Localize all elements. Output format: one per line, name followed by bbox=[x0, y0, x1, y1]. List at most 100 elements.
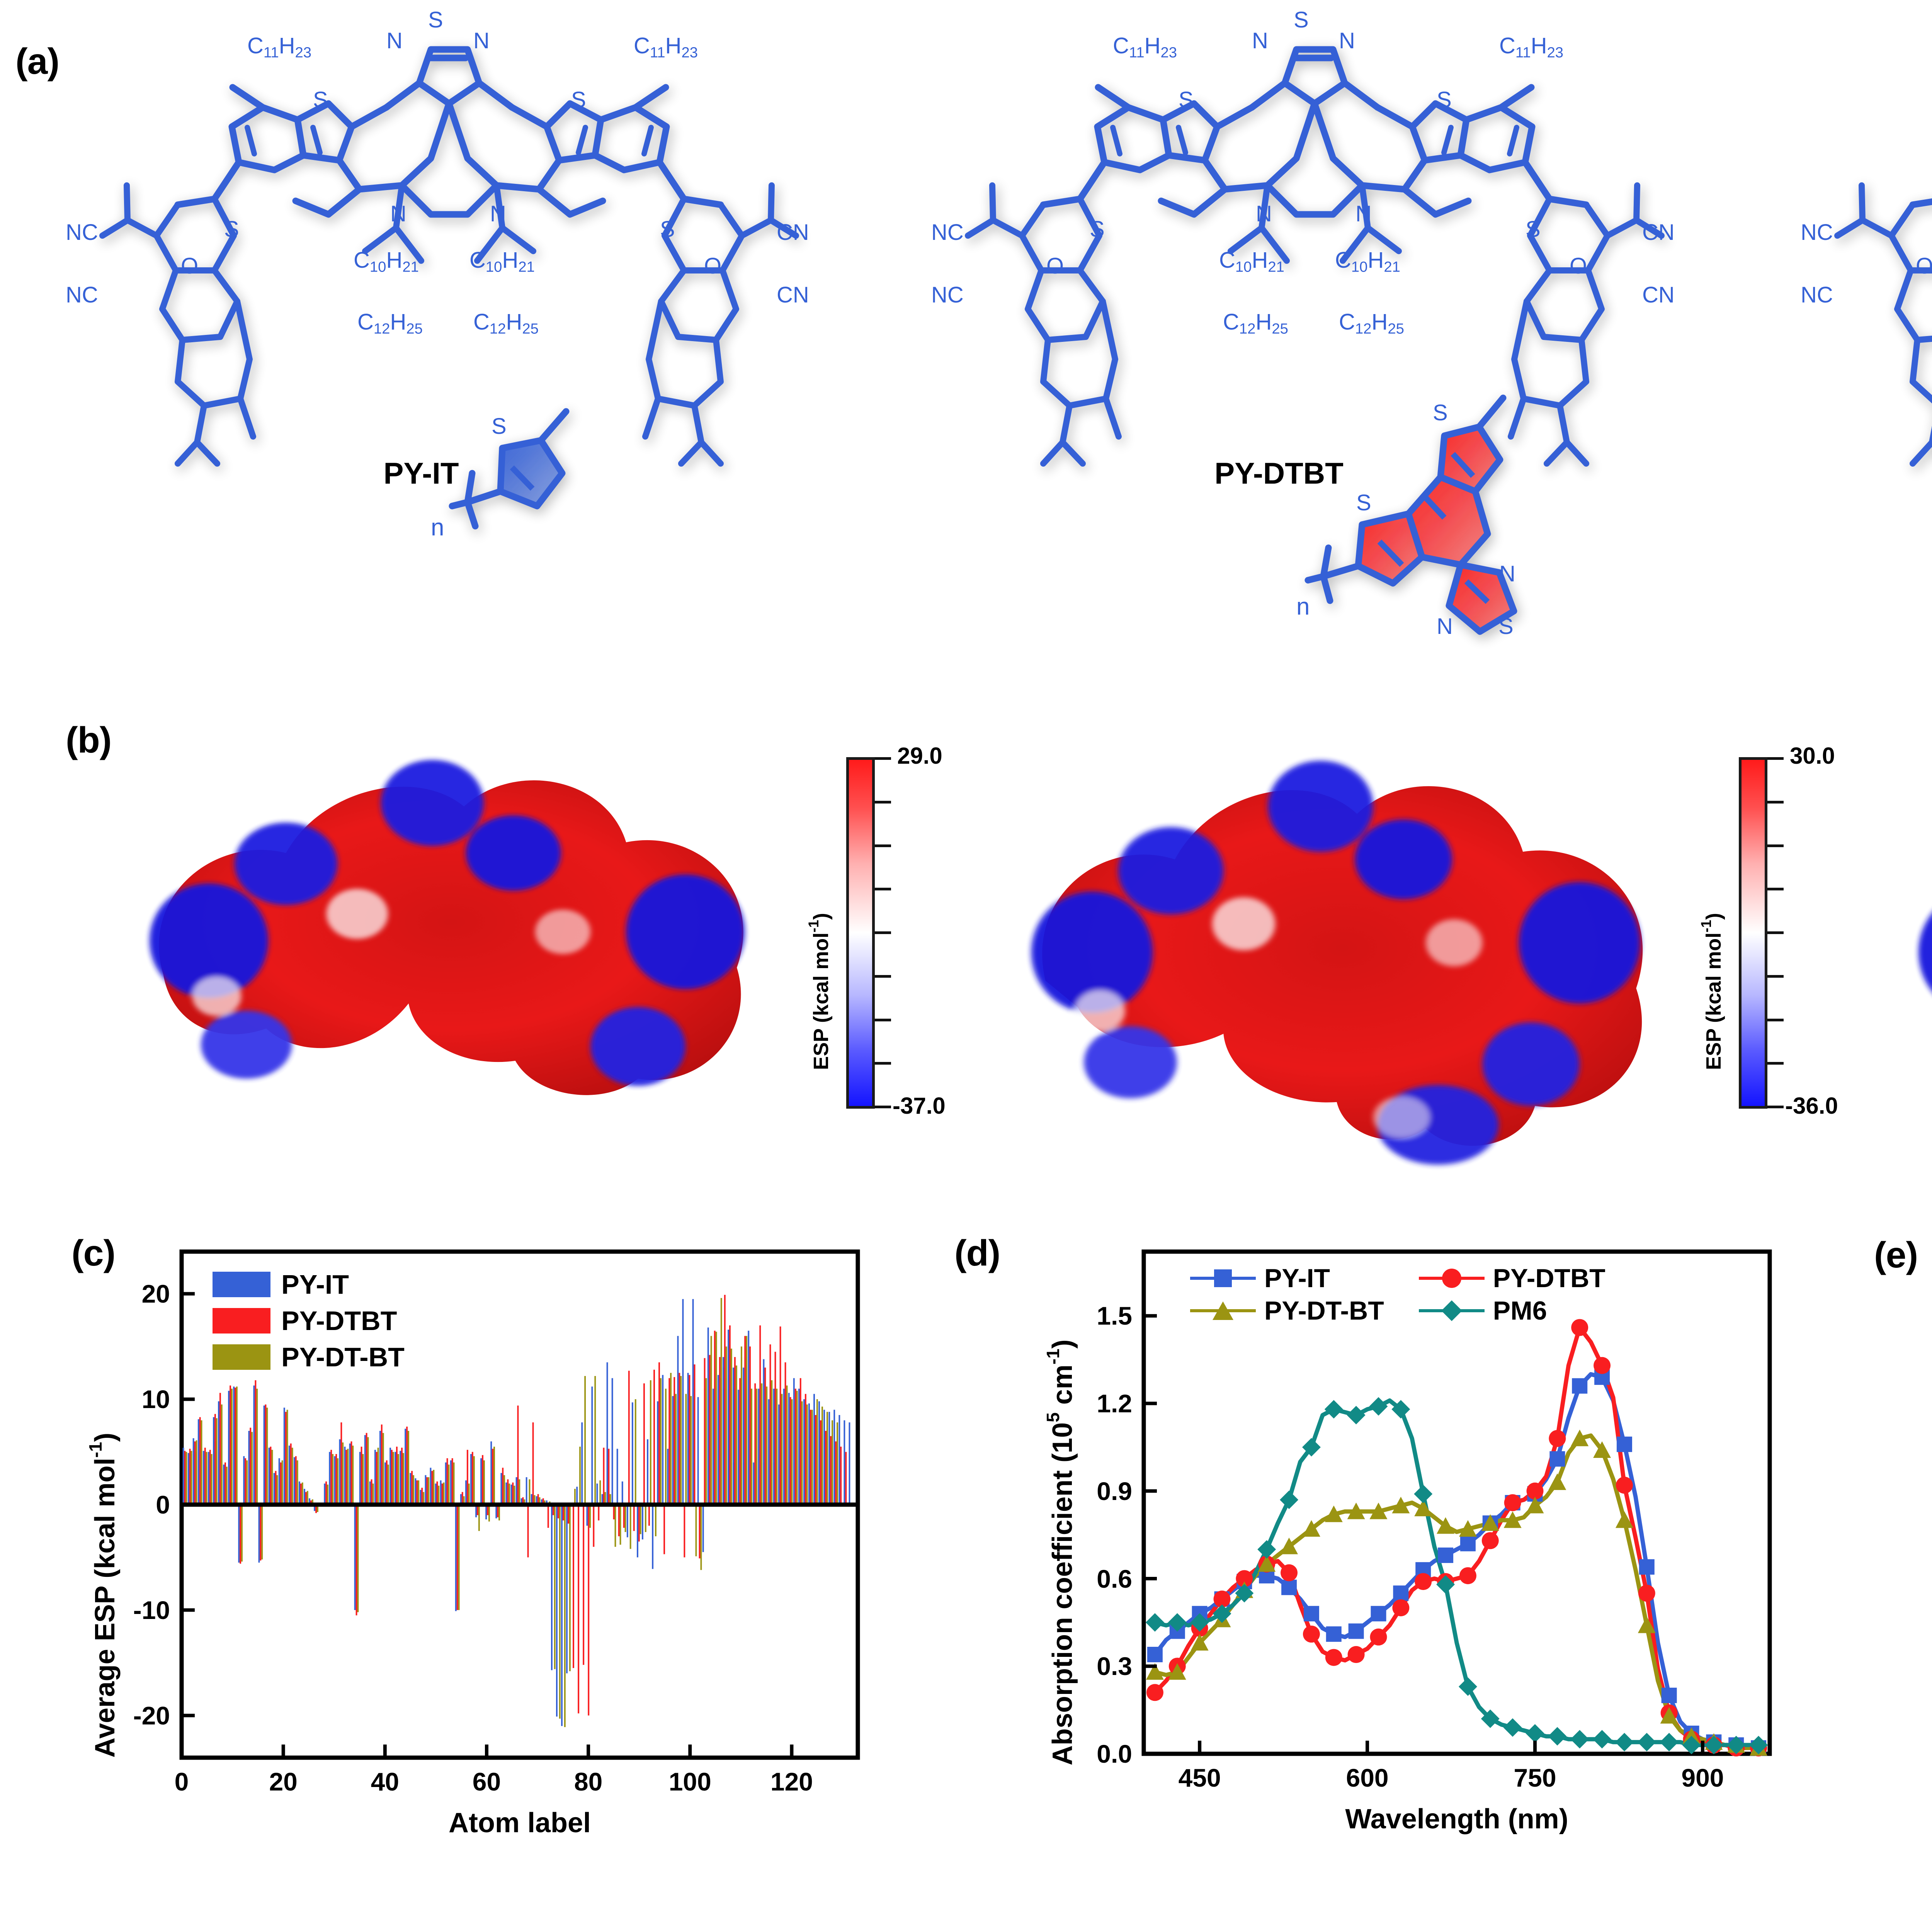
nitrogen-label-btz-right-1: N bbox=[1339, 28, 1355, 53]
sulfur-label-btz-1: S bbox=[1294, 7, 1309, 32]
legend-label-PM6: PM6 bbox=[1493, 1296, 1547, 1325]
panel-d-xtick-750: 750 bbox=[1514, 1763, 1556, 1792]
alkyl-label-c10h21-left-0: C10H21 bbox=[354, 248, 419, 275]
nitrogen-label-btz-unit-right-1: N bbox=[1499, 561, 1515, 586]
panel-letter-e: (e) bbox=[1874, 1235, 1918, 1276]
sulfur-label-outer-right-1: S bbox=[1526, 217, 1541, 242]
sulfur-label-outer-right-0: S bbox=[660, 217, 675, 242]
panel-d-legend-item-PY-DTBT: PY-DTBT bbox=[1418, 1263, 1605, 1293]
repeat-unit-label-n-0: n bbox=[431, 514, 444, 541]
panel-c-xtick-100: 100 bbox=[668, 1767, 711, 1796]
alkyl-label-c11h23-left-0: C11H23 bbox=[247, 33, 312, 61]
carbonyl-label-o-left-2: O bbox=[1916, 253, 1932, 279]
panel-c-legend-item-PY-DT-BT: PY-DT-BT bbox=[213, 1342, 405, 1373]
panel-c-xtick-20: 20 bbox=[269, 1767, 298, 1796]
sulfur-label-btz-0: S bbox=[428, 7, 443, 32]
panel-c-xtick-80: 80 bbox=[574, 1767, 603, 1796]
esp-colorbar-min-PY-IT: -37.0 bbox=[893, 1093, 946, 1119]
sulfur-label-core-left-1: S bbox=[1179, 87, 1194, 112]
alkyl-label-c12h25-left-1: C12H25 bbox=[1223, 309, 1288, 337]
esp-surface-undefined bbox=[1918, 913, 1932, 991]
panel-d-legend-item-PM6: PM6 bbox=[1418, 1296, 1605, 1326]
esp-colorbar-PY-IT bbox=[846, 757, 875, 1109]
nitrile-label-nc-lower-left-1: NC bbox=[931, 282, 964, 307]
esp-colorbar-ticks-PY-DTBT bbox=[1767, 757, 1784, 1109]
molecule-name-PY-IT: PY-IT bbox=[383, 456, 459, 490]
repeat-unit-label-n-1: n bbox=[1296, 593, 1310, 620]
nitrogen-label-pyrrole-left-0: N bbox=[390, 201, 406, 226]
panel-letter-c: (c) bbox=[71, 1233, 116, 1274]
panel-c-ytick--20: -20 bbox=[133, 1701, 170, 1730]
nitrogen-label-pyrrole-right-1: N bbox=[1355, 201, 1372, 226]
alkyl-label-c12h25-left-0: C12H25 bbox=[357, 309, 423, 337]
legend-label-PY-DTBT: PY-DTBT bbox=[1493, 1264, 1605, 1293]
carbonyl-label-o-right-0: O bbox=[704, 253, 722, 279]
panel-d-legend-item-PY-IT: PY-IT bbox=[1190, 1263, 1384, 1293]
panel-d-ytick-0.6: 0.6 bbox=[1097, 1564, 1132, 1593]
legend-label-PY-DT-BT: PY-DT-BT bbox=[1264, 1296, 1384, 1325]
legend-marker-PY-DTBT bbox=[1418, 1269, 1485, 1288]
panel-d-xtick-450: 450 bbox=[1178, 1763, 1221, 1792]
legend-label-PY-IT: PY-IT bbox=[1264, 1264, 1330, 1293]
nitrile-label-nc-lower-left-0: NC bbox=[66, 282, 98, 307]
legend-marker-PM6 bbox=[1418, 1300, 1485, 1321]
nitrile-label-cn-upper-right-0: CN bbox=[777, 220, 809, 245]
nitrile-label-nc-lower-left-2: NC bbox=[1801, 282, 1833, 307]
alkyl-label-c12h25-right-1: C12H25 bbox=[1339, 309, 1404, 337]
panel-d-xtick-900: 900 bbox=[1681, 1763, 1724, 1792]
panel-c-legend: PY-IT PY-DTBT PY-DT-BT bbox=[213, 1269, 405, 1378]
alkyl-label-c11h23-left-1: C11H23 bbox=[1113, 33, 1177, 61]
panel-c-ytick--10: -10 bbox=[133, 1595, 170, 1624]
nitrile-label-cn-lower-right-1: CN bbox=[1642, 282, 1675, 307]
panel-c-ytick-0: 0 bbox=[156, 1490, 170, 1519]
carbonyl-label-o-left-0: O bbox=[181, 253, 199, 279]
panel-d-legend: PY-IT PY-DTBT PY-DT-BT PM6 bbox=[1190, 1263, 1605, 1326]
esp-colorbar-ticks-PY-IT bbox=[875, 757, 891, 1109]
panel-d-plot bbox=[1141, 1249, 1772, 1757]
sulfur-label-outer-left-1: S bbox=[1090, 217, 1105, 242]
panel-c-xtick-40: 40 bbox=[371, 1767, 400, 1796]
esp-colorbar-max-PY-DTBT: 30.0 bbox=[1790, 743, 1835, 769]
nitrogen-label-btz-left-1: N bbox=[1252, 28, 1268, 53]
panel-d-xaxis-title: Wavelength (nm) bbox=[1345, 1804, 1568, 1835]
sulfur-label-core-right-1: S bbox=[1437, 87, 1452, 112]
panel-letter-a: (a) bbox=[15, 41, 60, 82]
alkyl-label-c11h23-right-0: C11H23 bbox=[634, 33, 698, 61]
sulfur-label-btz-unit-1: S bbox=[1498, 614, 1514, 639]
panel-d-xtick-600: 600 bbox=[1346, 1763, 1389, 1792]
panel-c-ytick-20: 20 bbox=[141, 1279, 170, 1308]
esp-surface-undefined bbox=[150, 760, 745, 1095]
sulfur-label-core-left-0: S bbox=[313, 87, 328, 112]
panel-d-ytick-0: 0.0 bbox=[1097, 1740, 1132, 1768]
panel-c-plot bbox=[179, 1249, 860, 1760]
alkyl-label-c10h21-right-0: C10H21 bbox=[469, 248, 535, 275]
sulfur-label-thiophene-lower-1: S bbox=[1356, 490, 1371, 515]
nitrogen-label-pyrrole-left-1: N bbox=[1256, 201, 1272, 226]
nitrile-label-nc-upper-left-0: NC bbox=[66, 220, 98, 245]
legend-swatch-PY-IT bbox=[213, 1272, 270, 1297]
esp-colorbar-min-PY-DTBT: -36.0 bbox=[1785, 1093, 1838, 1119]
panel-c-ytick-10: 10 bbox=[141, 1385, 170, 1414]
nitrogen-label-btz-right-0: N bbox=[473, 28, 490, 53]
legend-swatch-PY-DTBT bbox=[213, 1308, 270, 1334]
panel-c-xtick-0: 0 bbox=[174, 1767, 189, 1796]
sulfur-label-outer-left-0: S bbox=[224, 217, 239, 242]
molecule-skeleton-PY-IT bbox=[99, 46, 799, 530]
esp-colorbar-PY-DTBT bbox=[1739, 757, 1767, 1109]
panel-letter-b: (b) bbox=[66, 720, 112, 761]
molecule-skeleton-PY-DTBT bbox=[965, 46, 1665, 635]
carbonyl-label-o-left-1: O bbox=[1046, 253, 1064, 279]
molecule-skeleton-PY-DT-BT bbox=[1834, 182, 1932, 467]
alkyl-label-c12h25-right-0: C12H25 bbox=[473, 309, 539, 337]
legend-marker-PY-IT bbox=[1190, 1269, 1256, 1287]
nitrogen-label-btz-unit-left-1: N bbox=[1437, 614, 1453, 639]
panel-c-legend-item-PY-IT: PY-IT bbox=[213, 1269, 405, 1300]
sulfur-label-core-right-0: S bbox=[571, 87, 586, 112]
esp-colorbar-max-PY-IT: 29.0 bbox=[897, 743, 942, 769]
sulfur-label-thiophene-upper-1: S bbox=[1433, 400, 1448, 425]
nitrogen-label-btz-left-0: N bbox=[386, 28, 403, 53]
nitrile-label-nc-upper-left-2: NC bbox=[1801, 220, 1833, 245]
panel-c-xaxis-title: Atom label bbox=[448, 1807, 591, 1838]
panel-c-xtick-120: 120 bbox=[770, 1767, 813, 1796]
